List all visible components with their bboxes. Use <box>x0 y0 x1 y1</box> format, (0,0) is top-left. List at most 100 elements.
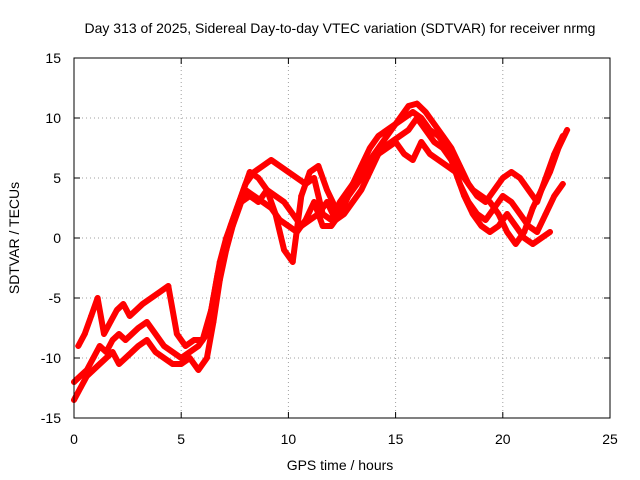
data-point <box>122 355 129 361</box>
data-point <box>169 361 176 367</box>
data-point <box>293 175 300 181</box>
data-point <box>409 157 416 163</box>
data-point <box>392 121 399 127</box>
data-point <box>478 193 485 199</box>
y-tick-label: 0 <box>53 230 61 246</box>
data-point <box>431 121 438 127</box>
data-point <box>94 295 101 301</box>
y-tick-label: -10 <box>41 350 61 366</box>
data-point <box>173 331 180 337</box>
data-point <box>210 319 217 325</box>
data-point <box>128 349 135 355</box>
data-point <box>375 133 382 139</box>
data-point <box>328 223 335 229</box>
x-tick-label: 25 <box>602 431 618 447</box>
data-point <box>143 319 150 325</box>
data-point <box>255 199 262 205</box>
series-points-trace-2 <box>71 115 566 403</box>
data-point <box>482 217 489 223</box>
data-point <box>461 175 468 181</box>
data-point <box>546 229 553 235</box>
data-point <box>418 139 425 145</box>
data-point <box>384 127 391 133</box>
data-point <box>469 211 476 217</box>
data-point <box>495 223 502 229</box>
data-point <box>384 145 391 151</box>
data-point <box>508 199 515 205</box>
data-point <box>169 349 176 355</box>
data-point <box>77 385 84 391</box>
x-axis-label: GPS time / hours <box>287 457 394 473</box>
data-point <box>281 247 288 253</box>
data-point <box>551 193 558 199</box>
data-point <box>435 133 442 139</box>
data-point <box>113 307 120 313</box>
data-point <box>431 139 438 145</box>
data-point <box>538 187 545 193</box>
x-tick-label: 15 <box>388 431 404 447</box>
data-point <box>469 187 476 193</box>
data-point <box>452 163 459 169</box>
data-point <box>504 229 511 235</box>
data-point <box>120 301 127 307</box>
data-point <box>401 115 408 121</box>
data-point <box>358 187 365 193</box>
data-point <box>375 151 382 157</box>
data-point <box>128 331 135 337</box>
plot-area <box>71 100 571 403</box>
data-point <box>259 163 266 169</box>
x-tick-label: 0 <box>70 431 78 447</box>
data-point <box>268 157 275 163</box>
data-point <box>379 139 386 145</box>
data-point <box>422 109 429 115</box>
data-point <box>83 373 90 379</box>
data-point <box>315 211 322 217</box>
data-point <box>75 343 82 349</box>
data-point <box>276 163 283 169</box>
y-tick-label: -5 <box>49 290 62 306</box>
x-tick-label: 20 <box>495 431 511 447</box>
data-point <box>341 199 348 205</box>
data-point <box>426 127 433 133</box>
data-point <box>135 343 142 349</box>
data-point <box>542 211 549 217</box>
data-point <box>409 109 416 115</box>
data-point <box>227 223 234 229</box>
data-point <box>534 229 541 235</box>
data-point <box>272 193 279 199</box>
data-point <box>272 211 279 217</box>
data-point <box>555 145 562 151</box>
data-point <box>499 175 506 181</box>
data-point <box>203 355 210 361</box>
data-point <box>214 271 221 277</box>
data-point <box>504 211 511 217</box>
data-point <box>311 199 318 205</box>
data-point <box>246 193 253 199</box>
data-point <box>486 229 493 235</box>
data-point <box>306 169 313 175</box>
data-point <box>499 193 506 199</box>
data-point <box>525 187 532 193</box>
data-point <box>143 337 150 343</box>
data-point <box>178 355 185 361</box>
data-point <box>238 199 245 205</box>
data-point <box>233 205 240 211</box>
data-point <box>90 367 97 373</box>
grid <box>74 58 610 418</box>
data-point <box>323 187 330 193</box>
data-point <box>109 337 116 343</box>
data-point <box>341 211 348 217</box>
data-point <box>133 307 140 313</box>
data-point <box>116 361 123 367</box>
data-point <box>126 313 133 319</box>
data-point <box>512 223 519 229</box>
data-point <box>315 163 322 169</box>
data-point <box>135 325 142 331</box>
data-point <box>285 223 292 229</box>
data-point <box>401 151 408 157</box>
data-point <box>221 247 228 253</box>
data-point <box>285 169 292 175</box>
data-point <box>96 343 103 349</box>
data-point <box>435 157 442 163</box>
data-point <box>156 289 163 295</box>
